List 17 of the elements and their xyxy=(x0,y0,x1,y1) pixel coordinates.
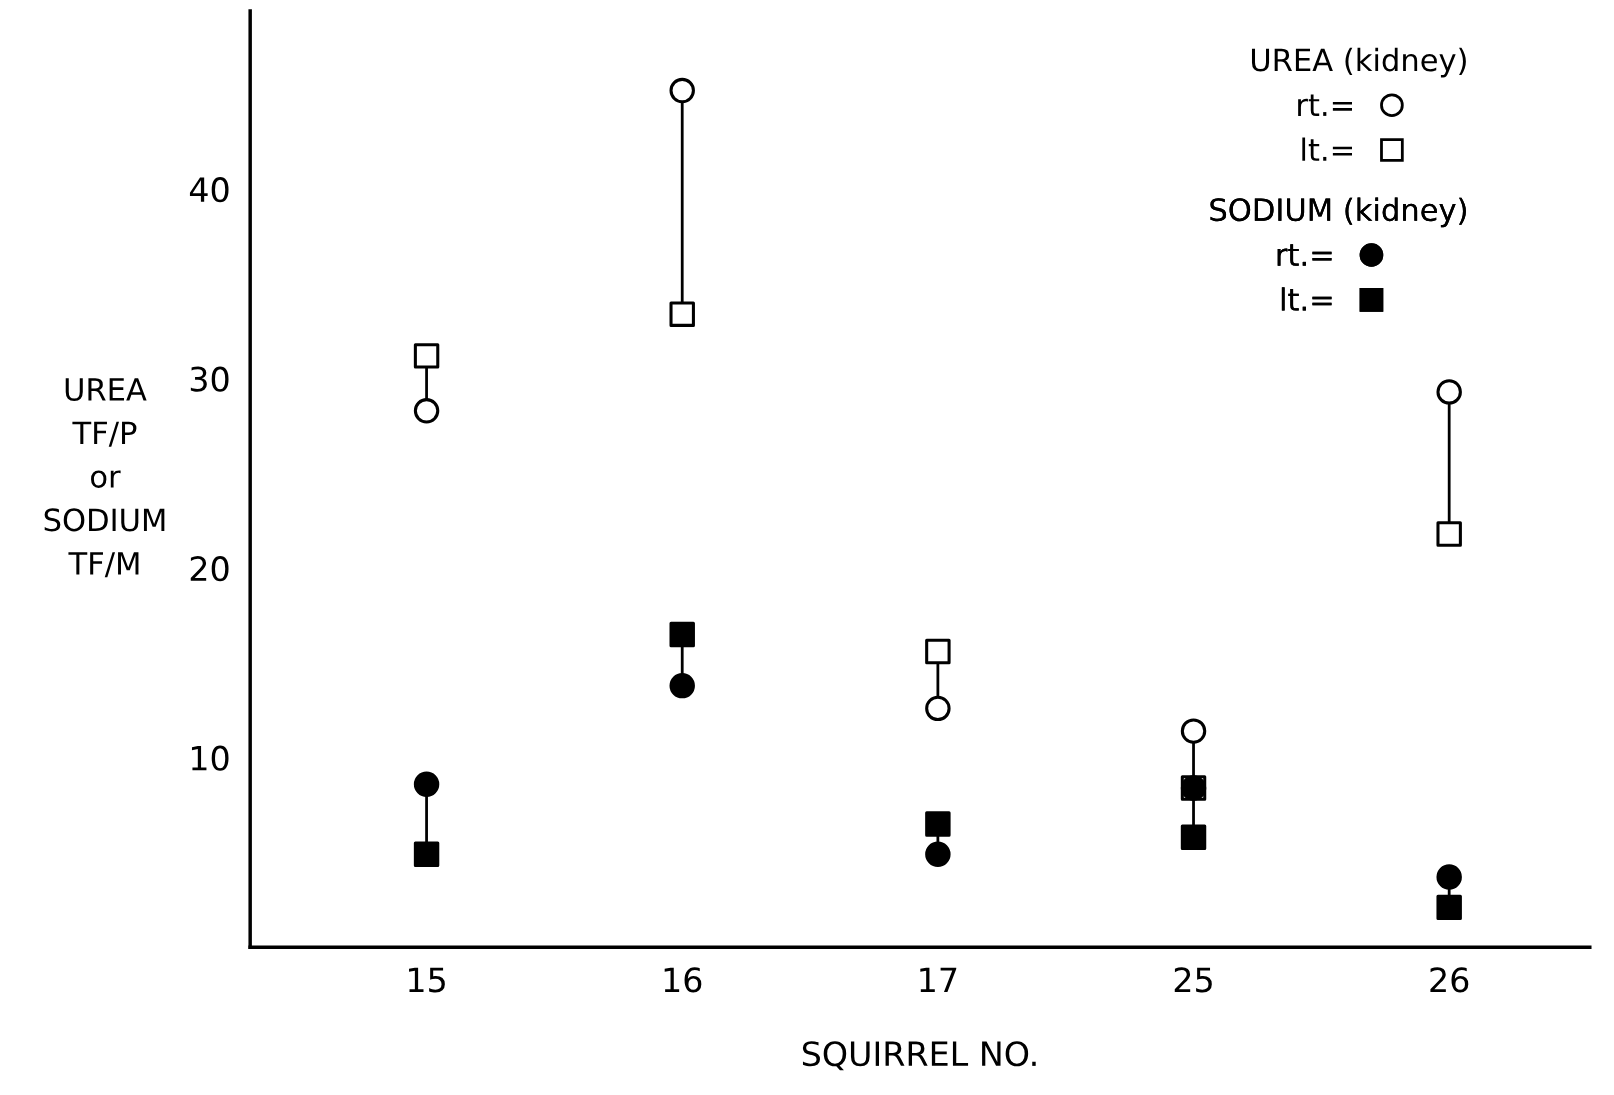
legend-label: lt.= xyxy=(1302,137,1352,161)
y-tick-label: 30 xyxy=(190,366,229,392)
y-tick-label: 20 xyxy=(190,556,229,582)
x-tick-label: 17 xyxy=(920,967,957,992)
x-tick-label: 26 xyxy=(1430,967,1469,993)
legend-label: rt.= xyxy=(1298,94,1352,116)
annotation: SODIUM (kidney) xyxy=(1210,197,1466,228)
legend-label: lt.= xyxy=(1281,287,1332,311)
annotation: UREA (kidney) xyxy=(1251,47,1466,78)
x-tick-label: 15 xyxy=(409,967,445,993)
x-tick-label: 25 xyxy=(1174,967,1212,993)
x-tick-label: 16 xyxy=(664,967,702,993)
legend-label: rt.= xyxy=(1277,244,1332,266)
x-axis-title: SQUIRREL NO. xyxy=(802,1041,1036,1071)
y-tick-label: 40 xyxy=(189,177,229,203)
y-tick-label: 10 xyxy=(191,745,229,771)
y-axis-title: UREA TF/P or SODIUM TF/M xyxy=(44,378,165,578)
